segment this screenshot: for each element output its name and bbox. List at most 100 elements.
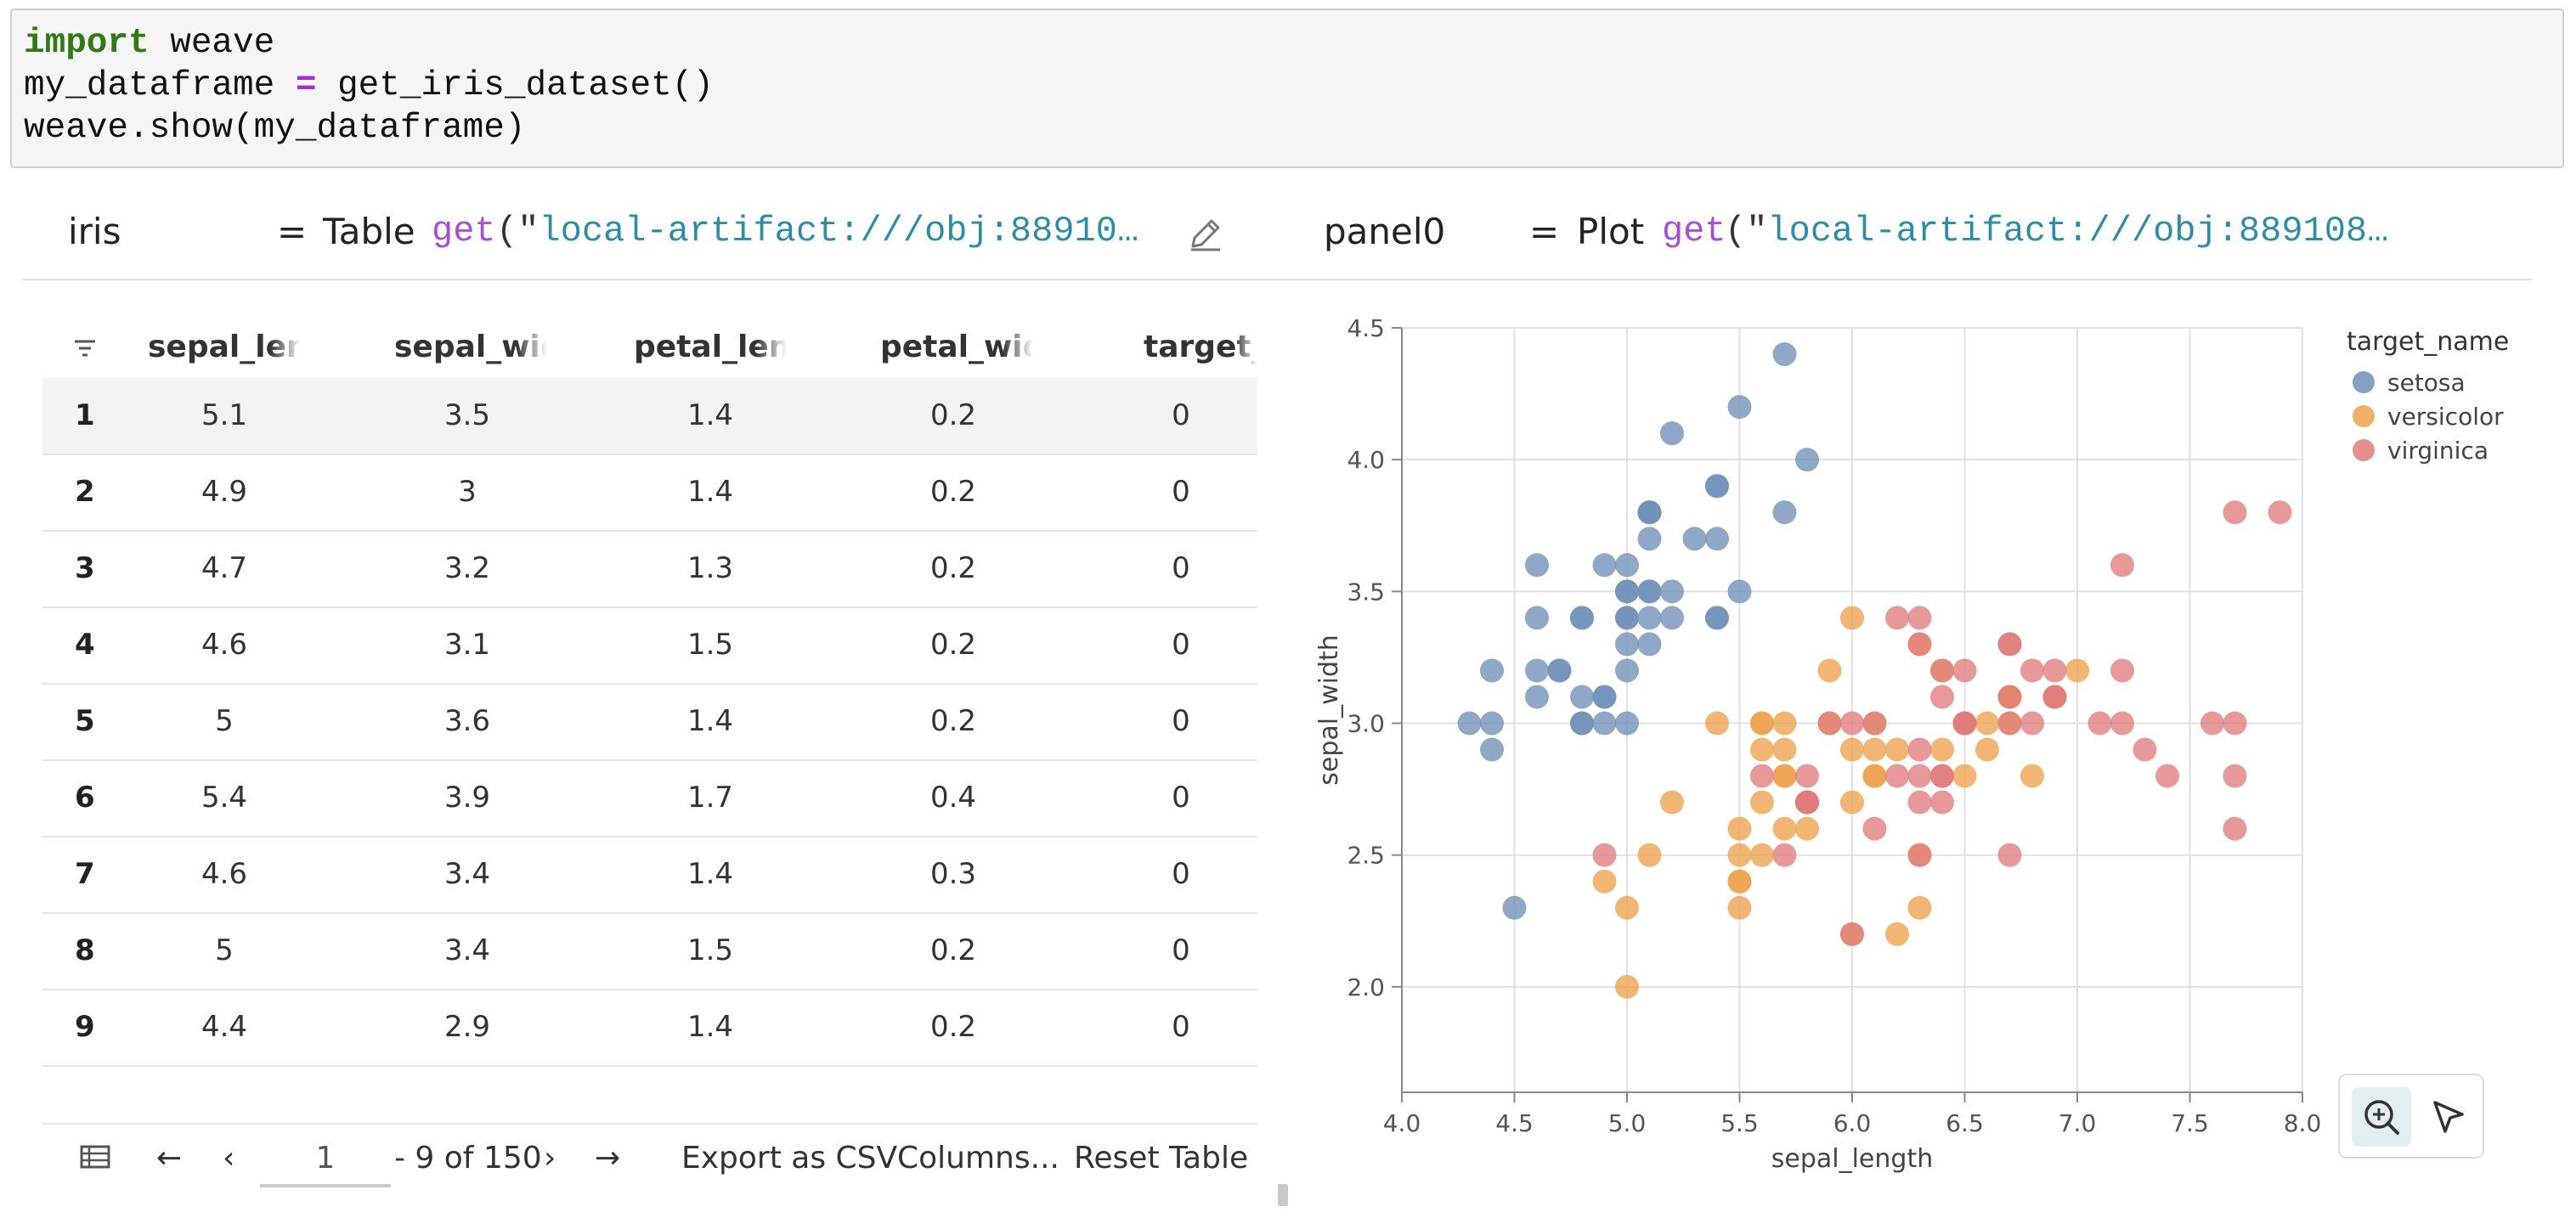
- y-tick-label: 2.5: [1347, 842, 1385, 870]
- column-header-sepal-length[interactable]: sepal_length: [148, 330, 301, 364]
- data-point-versicolor: [1637, 843, 1662, 867]
- table-cell: 0.2: [929, 475, 977, 509]
- data-point-virginica: [1862, 816, 1887, 841]
- data-point-setosa: [1637, 579, 1662, 604]
- table-row[interactable]: 1 5.1 3.5 1.4 0.2 0: [42, 377, 1257, 455]
- code-cell[interactable]: import weave my_dataframe = get_iris_dat…: [10, 8, 2564, 168]
- columns-button[interactable]: Columns...: [897, 1141, 1059, 1176]
- reset-table-button[interactable]: Reset Table: [1074, 1141, 1249, 1176]
- code-line-1: import weave: [24, 24, 274, 63]
- data-point-virginica: [2223, 500, 2247, 525]
- last-page-arrow-icon[interactable]: →: [595, 1141, 621, 1176]
- data-point-versicolor: [1795, 816, 1819, 841]
- data-point-versicolor: [1907, 895, 1932, 920]
- data-point-virginica: [2087, 711, 2112, 736]
- expression-fn: get: [432, 211, 496, 251]
- data-point-virginica: [1930, 685, 1954, 709]
- x-tick-label: 4.0: [1383, 1109, 1421, 1137]
- data-point-virginica: [2268, 500, 2292, 525]
- data-point-versicolor: [1705, 711, 1729, 736]
- column-header-target-id[interactable]: target_id: [1144, 330, 1257, 364]
- select-button[interactable]: [2418, 1087, 2477, 1147]
- data-point-versicolor: [2020, 764, 2044, 788]
- data-point-virginica: [1795, 764, 1819, 788]
- data-point-setosa: [1570, 711, 1594, 736]
- data-point-setosa: [1480, 737, 1504, 762]
- table-row[interactable]: 2 4.9 3 1.4 0.2 0: [42, 454, 1257, 532]
- code-text: get_iris_dataset(): [316, 66, 714, 105]
- table-row[interactable]: 5 5 3.6 1.4 0.2 0: [42, 683, 1257, 761]
- data-point-virginica: [1592, 843, 1617, 867]
- data-point-virginica: [1997, 632, 2022, 657]
- x-tick-label: 8.0: [2284, 1109, 2322, 1137]
- table-row[interactable]: 7 4.6 3.4 1.4 0.3 0: [42, 836, 1257, 914]
- code-text: my_dataframe: [24, 66, 296, 105]
- table-cell: 1.4: [686, 398, 734, 432]
- table-cell: 0: [1172, 475, 1190, 509]
- data-point-setosa: [1592, 685, 1617, 709]
- table-cell: 2.9: [443, 1010, 491, 1044]
- code-text: weave: [149, 24, 275, 63]
- filter-icon[interactable]: [71, 335, 99, 362]
- data-point-virginica: [1907, 764, 1932, 788]
- panel-variable-name[interactable]: panel0: [1324, 211, 1446, 252]
- table-cell: 0.2: [929, 628, 977, 662]
- data-point-versicolor: [1885, 737, 1909, 762]
- column-header-petal-length[interactable]: petal_length: [634, 330, 787, 364]
- data-point-setosa: [1705, 474, 1729, 499]
- data-point-virginica: [2020, 658, 2044, 683]
- table-cell: 1.7: [686, 781, 734, 815]
- import-keyword: import: [24, 24, 150, 63]
- row-index: 8: [75, 933, 95, 967]
- table-cell: 0.2: [929, 933, 977, 967]
- export-csv-button[interactable]: Export as CSV: [681, 1141, 898, 1176]
- row-index: 1: [75, 398, 95, 432]
- next-page-icon[interactable]: ›: [544, 1141, 556, 1176]
- panel-variable-name[interactable]: iris: [68, 211, 121, 252]
- table-cell: 5.1: [201, 398, 248, 432]
- data-point-virginica: [1772, 843, 1797, 867]
- data-point-setosa: [1660, 421, 1684, 446]
- column-header-sepal-width[interactable]: sepal_width: [394, 330, 547, 364]
- edit-pencil-icon[interactable]: [1186, 214, 1225, 253]
- table-cell: 1.4: [686, 704, 734, 738]
- data-point-versicolor: [1660, 790, 1684, 815]
- x-tick-label: 7.5: [2171, 1109, 2209, 1137]
- pager-divider: [42, 1123, 1257, 1125]
- row-index: 5: [75, 704, 95, 738]
- table-cell: 4.4: [201, 1010, 248, 1044]
- data-point-versicolor: [2065, 658, 2089, 683]
- table-row[interactable]: 4 4.6 3.1 1.5 0.2 0: [42, 606, 1257, 685]
- data-point-versicolor: [1727, 816, 1752, 841]
- table-row[interactable]: 9 4.4 2.9 1.4 0.2 0: [42, 989, 1257, 1067]
- table-icon[interactable]: [78, 1140, 112, 1174]
- legend-swatch-setosa: [2353, 371, 2375, 393]
- table-cell: 5: [215, 704, 234, 738]
- zoom-in-icon: [2364, 1100, 2399, 1135]
- data-point-versicolor: [1772, 737, 1797, 762]
- data-point-versicolor: [1750, 843, 1774, 867]
- data-point-versicolor: [1772, 711, 1797, 736]
- table-cell: 3.1: [443, 628, 491, 662]
- table-row[interactable]: 6 5.4 3.9 1.7 0.4 0: [42, 759, 1257, 837]
- prev-page-icon[interactable]: ‹: [223, 1141, 235, 1176]
- data-point-virginica: [1795, 790, 1819, 815]
- table-cell: 1.5: [686, 628, 734, 662]
- header-divider: [22, 279, 2532, 280]
- table-cell: 3.4: [443, 933, 491, 967]
- table-row[interactable]: 8 5 3.4 1.5 0.2 0: [42, 912, 1257, 990]
- page-number-input[interactable]: [260, 1131, 391, 1187]
- data-point-versicolor: [1840, 790, 1864, 815]
- first-page-arrow-icon[interactable]: ←: [156, 1141, 183, 1176]
- panel-type: Plot: [1577, 211, 1645, 252]
- zoom-button[interactable]: [2352, 1087, 2411, 1147]
- resize-handle[interactable]: [1278, 1184, 1288, 1206]
- data-point-virginica: [1907, 606, 1932, 630]
- data-point-versicolor: [1615, 974, 1639, 999]
- column-header-petal-width[interactable]: petal_width: [880, 330, 1033, 364]
- table-cell: 0.2: [929, 1010, 977, 1044]
- data-point-setosa: [1592, 711, 1617, 736]
- data-point-versicolor: [1952, 764, 1977, 788]
- table-row[interactable]: 3 4.7 3.2 1.3 0.2 0: [42, 530, 1257, 608]
